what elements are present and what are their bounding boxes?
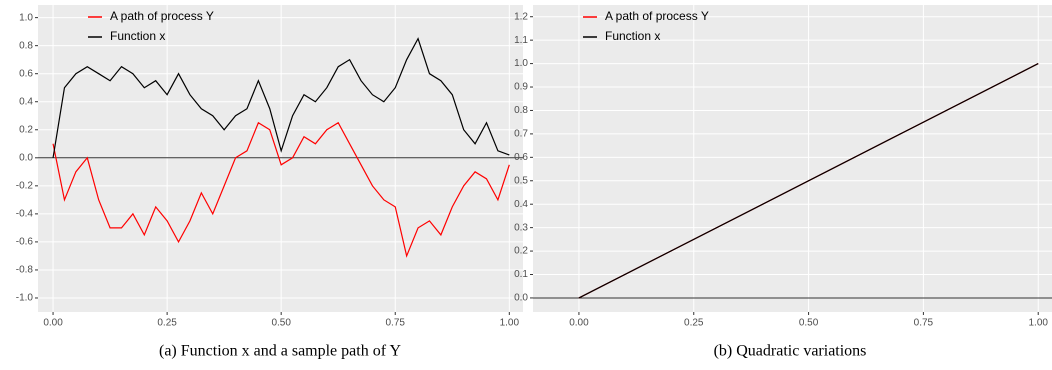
- series-line: [52, 37, 510, 158]
- plot-background: [38, 5, 523, 312]
- x-tick-label: 0.75: [386, 318, 406, 329]
- legend-label: A path of process Y: [110, 9, 214, 23]
- y-tick-label: 0.5: [514, 175, 528, 186]
- y-tick-label: 0.6: [19, 68, 33, 79]
- x-tick-label: 1.00: [1028, 318, 1048, 329]
- y-tick-label: -0.6: [16, 237, 34, 248]
- y-tick-label: 0.4: [19, 96, 33, 107]
- legend-label: Function x: [110, 29, 165, 43]
- caption: (b) Quadratic variations: [714, 343, 867, 360]
- y-tick-label: 0.4: [514, 199, 528, 210]
- y-tick-label: 0.8: [514, 105, 528, 116]
- y-tick-label: -1.0: [16, 293, 34, 304]
- y-tick-label: 0.6: [514, 152, 528, 163]
- caption: (a) Function x and a sample path of Y: [159, 343, 401, 360]
- y-tick-label: 1.0: [514, 58, 528, 69]
- y-tick-label: 0.3: [514, 222, 528, 233]
- series-line: [578, 63, 1039, 299]
- y-tick-label: 0.0: [19, 152, 33, 163]
- legend-label: A path of process Y: [605, 9, 709, 23]
- x-tick-label: 0.75: [914, 318, 934, 329]
- y-tick-label: 1.2: [514, 11, 528, 22]
- y-tick-label: -0.8: [16, 265, 34, 276]
- legend-label: Function x: [605, 29, 660, 43]
- x-tick-label: 0.00: [43, 318, 63, 329]
- y-tick-label: 0.2: [19, 124, 33, 135]
- plot-background: [533, 5, 1052, 312]
- y-tick-label: 0.0: [514, 293, 528, 304]
- y-tick-label: 0.8: [19, 40, 33, 51]
- y-tick-label: 1.0: [19, 12, 33, 23]
- x-tick-label: 0.50: [271, 318, 291, 329]
- y-tick-label: -0.2: [16, 180, 34, 191]
- x-tick-label: 0.50: [799, 318, 819, 329]
- y-tick-label: 0.9: [514, 82, 528, 93]
- series-line: [52, 121, 510, 258]
- y-tick-label: 0.7: [514, 129, 528, 140]
- y-tick-label: 0.2: [514, 246, 528, 257]
- x-tick-label: 1.00: [500, 318, 520, 329]
- x-tick-label: 0.25: [157, 318, 177, 329]
- y-tick-label: 1.1: [514, 35, 528, 46]
- y-tick-label: -0.4: [16, 209, 34, 220]
- x-tick-label: 0.25: [684, 318, 704, 329]
- x-tick-label: 0.00: [569, 318, 589, 329]
- y-tick-label: 0.1: [514, 269, 528, 280]
